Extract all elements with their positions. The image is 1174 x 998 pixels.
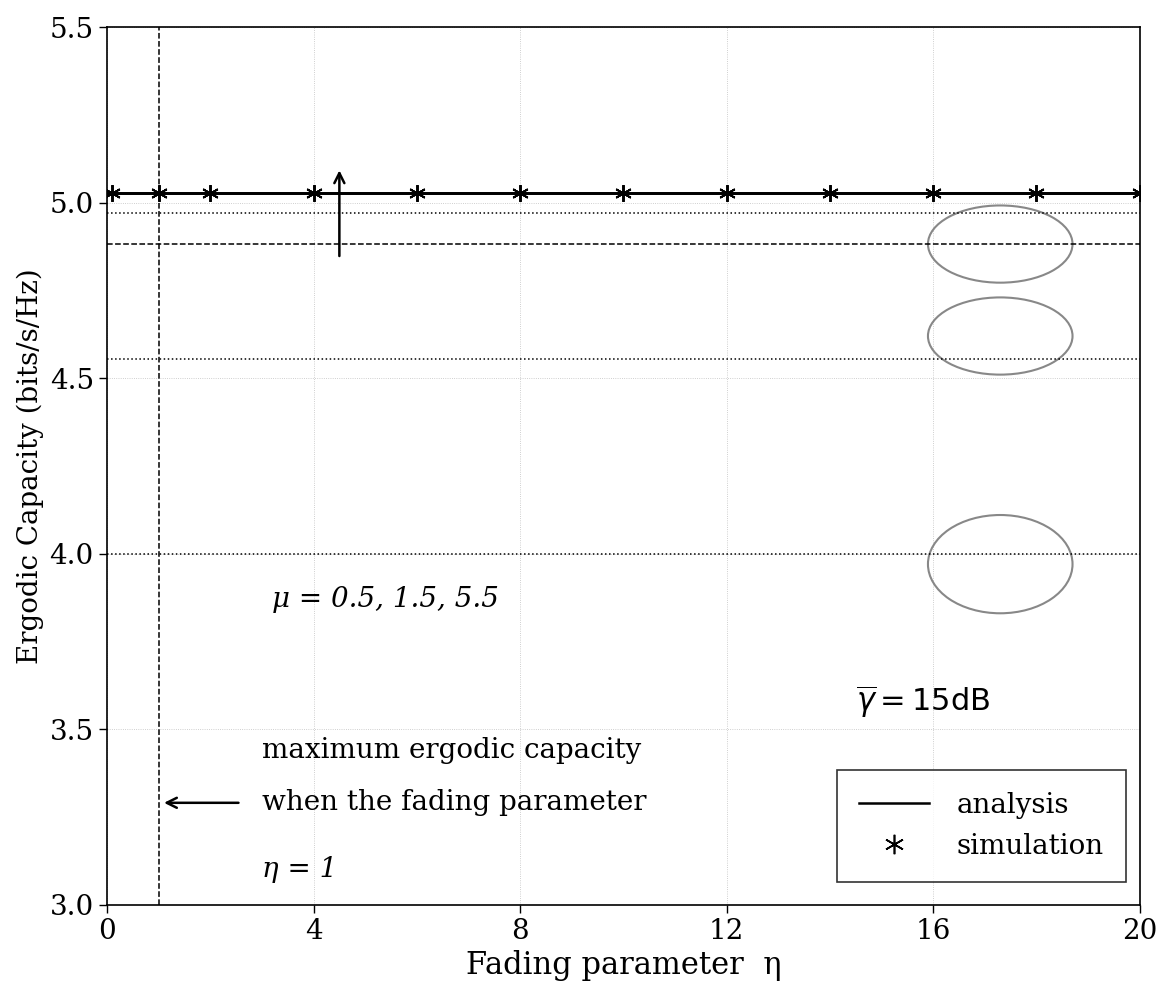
- Text: maximum ergodic capacity: maximum ergodic capacity: [262, 737, 641, 763]
- Text: μ = 0.5, 1.5, 5.5: μ = 0.5, 1.5, 5.5: [272, 586, 499, 613]
- Text: when the fading parameter: when the fading parameter: [262, 789, 647, 816]
- X-axis label: Fading parameter  η: Fading parameter η: [466, 950, 781, 981]
- Text: $\overline{\gamma} = 15\mathrm{dB}$: $\overline{\gamma} = 15\mathrm{dB}$: [856, 684, 990, 721]
- Text: η = 1: η = 1: [262, 856, 337, 883]
- Legend: analysis, simulation: analysis, simulation: [837, 769, 1126, 882]
- Y-axis label: Ergodic Capacity (bits/s/Hz): Ergodic Capacity (bits/s/Hz): [16, 268, 45, 664]
